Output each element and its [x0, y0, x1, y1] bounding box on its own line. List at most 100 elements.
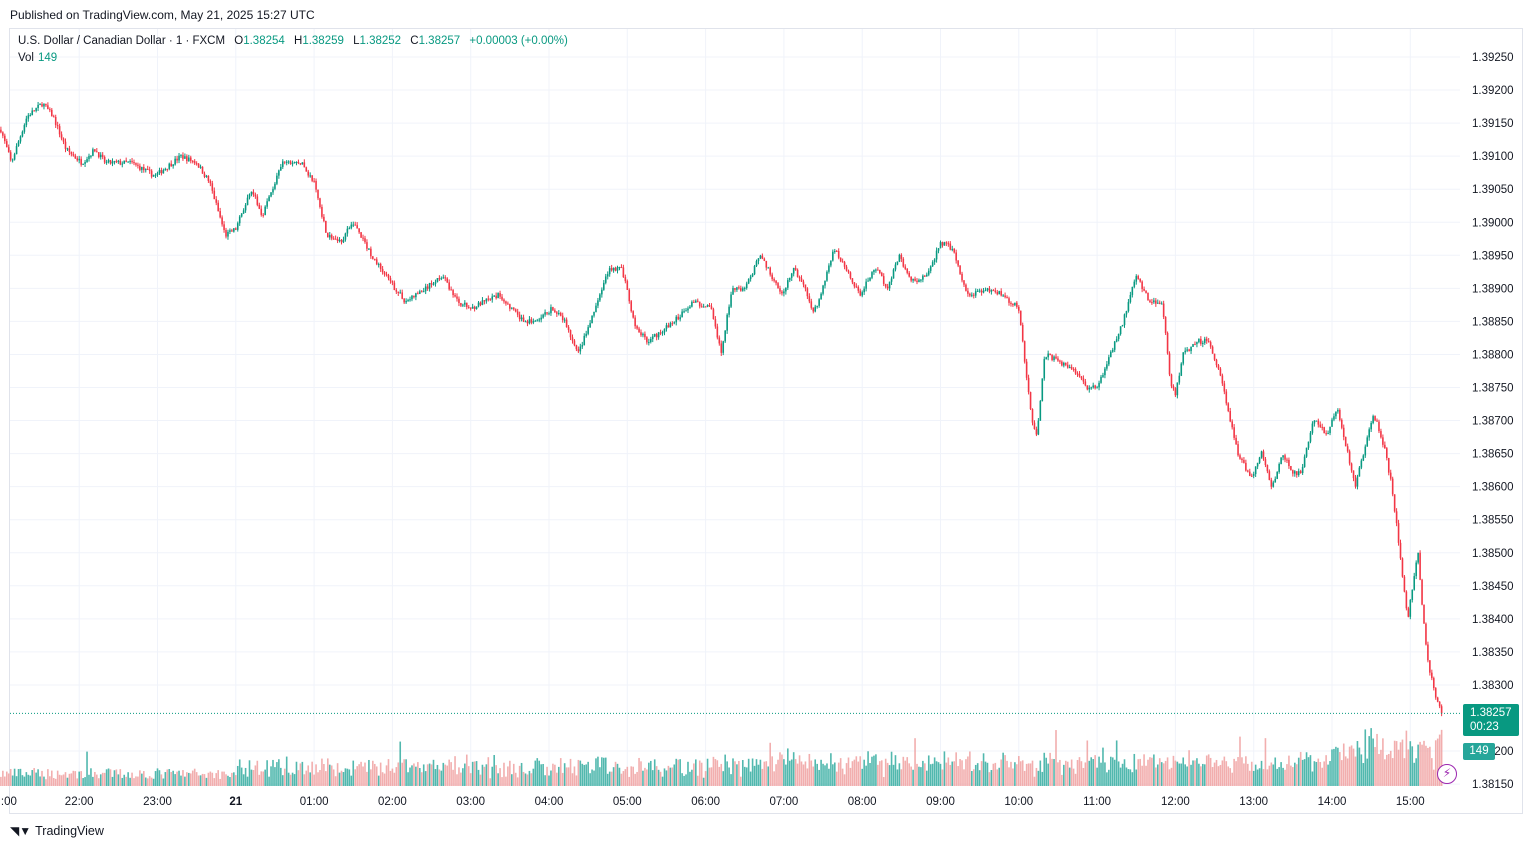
high-label: H [294, 35, 303, 47]
candle-body [1072, 368, 1075, 370]
candle-body [158, 170, 161, 173]
candle-body [464, 302, 466, 305]
candle-body [1429, 660, 1431, 673]
candle-body [546, 312, 548, 314]
candle-body [1348, 451, 1351, 464]
volume-bar [1352, 748, 1355, 786]
volume-bar [1063, 764, 1065, 786]
candle-body [1162, 303, 1165, 317]
candle-body [223, 224, 225, 230]
candle-body [350, 224, 353, 229]
volume-bar [491, 766, 494, 786]
volume-bar [283, 768, 286, 786]
candle-body [873, 269, 875, 273]
volume-bar [305, 770, 308, 786]
volume-bar [1354, 756, 1357, 786]
candle-body [675, 316, 678, 323]
lightning-icon[interactable]: ⚡ [1437, 764, 1457, 784]
footer-brand[interactable]: ◥▼ TradingView [10, 824, 104, 838]
volume-bar [833, 762, 836, 786]
volume-bar [1094, 755, 1096, 786]
chart-frame[interactable] [9, 28, 1523, 814]
candle-body [268, 196, 270, 202]
volume-bar [810, 760, 813, 786]
volume-bar [896, 769, 899, 786]
volume-bar [2, 770, 4, 786]
candle-body [1200, 338, 1202, 344]
volume-bar [971, 771, 973, 786]
volume-bar [1192, 760, 1194, 786]
candle-body [1178, 375, 1181, 383]
candle-body [841, 261, 844, 263]
volume-bar [448, 759, 450, 786]
candle-body [986, 288, 989, 291]
volume-bar [857, 761, 860, 786]
candle-body [886, 286, 889, 289]
candle-body [289, 161, 292, 164]
volume-bar [532, 768, 535, 786]
volume-bar [235, 775, 237, 786]
volume-bar [972, 769, 975, 786]
volume-bar [1125, 767, 1128, 786]
candle-body [992, 290, 995, 292]
volume-bar [1337, 747, 1339, 786]
volume-label[interactable]: Vol [18, 52, 34, 64]
candle-body [884, 283, 887, 287]
open-value: 1.38254 [243, 35, 285, 47]
candle-body [248, 194, 251, 198]
candle-body [1080, 376, 1083, 379]
volume-bar [837, 762, 840, 786]
volume-bar [618, 767, 621, 786]
volume-bar [90, 768, 92, 786]
candle-body [399, 292, 402, 294]
volume-bar [1319, 761, 1322, 786]
candle-body [761, 255, 764, 259]
volume-bar [751, 758, 754, 786]
volume-bar [1215, 759, 1218, 786]
candle-body [109, 160, 112, 164]
volume-bar [383, 773, 386, 786]
candle-body [481, 300, 484, 305]
candle-body [1395, 511, 1398, 524]
volume-bar [763, 761, 766, 786]
candle-body [810, 301, 813, 308]
candle-body [763, 258, 766, 261]
volume-bar [1194, 760, 1196, 786]
volume-bar [464, 763, 466, 786]
volume-bar [1127, 769, 1130, 786]
volume-bar [990, 769, 993, 786]
volume-bar [1033, 776, 1036, 786]
candle-body [191, 160, 194, 162]
candle-body [60, 134, 63, 139]
candle-body [13, 154, 16, 160]
symbol-title[interactable]: U.S. Dollar / Canadian Dollar · 1 · FXCM [18, 35, 226, 47]
candle-body [548, 313, 550, 315]
candle-body [655, 334, 658, 338]
candle-body [1325, 433, 1327, 435]
candle-body [94, 149, 96, 152]
candle-body [865, 281, 867, 289]
volume-bar [644, 767, 646, 786]
candle-body [1209, 342, 1212, 347]
volume-bar [475, 761, 478, 786]
time-tick-label: 04:00 [535, 796, 564, 808]
volume-bar [238, 759, 241, 786]
volume-bar [252, 770, 255, 786]
volume-bar [244, 767, 247, 786]
candle-body [1215, 359, 1218, 366]
candle-body [207, 175, 210, 181]
candle-body [150, 170, 153, 177]
volume-bar [1068, 767, 1071, 786]
volume-bar [871, 756, 873, 786]
candle-body [875, 269, 877, 271]
candle-body [559, 313, 562, 316]
volume-bar [1417, 744, 1419, 786]
candle-body [1121, 325, 1124, 327]
volume-bar [352, 760, 355, 786]
volume-bar [906, 757, 909, 786]
candle-body [1100, 376, 1102, 383]
candle-body [1346, 446, 1349, 452]
candle-body [50, 109, 53, 117]
candle-body [974, 291, 977, 296]
